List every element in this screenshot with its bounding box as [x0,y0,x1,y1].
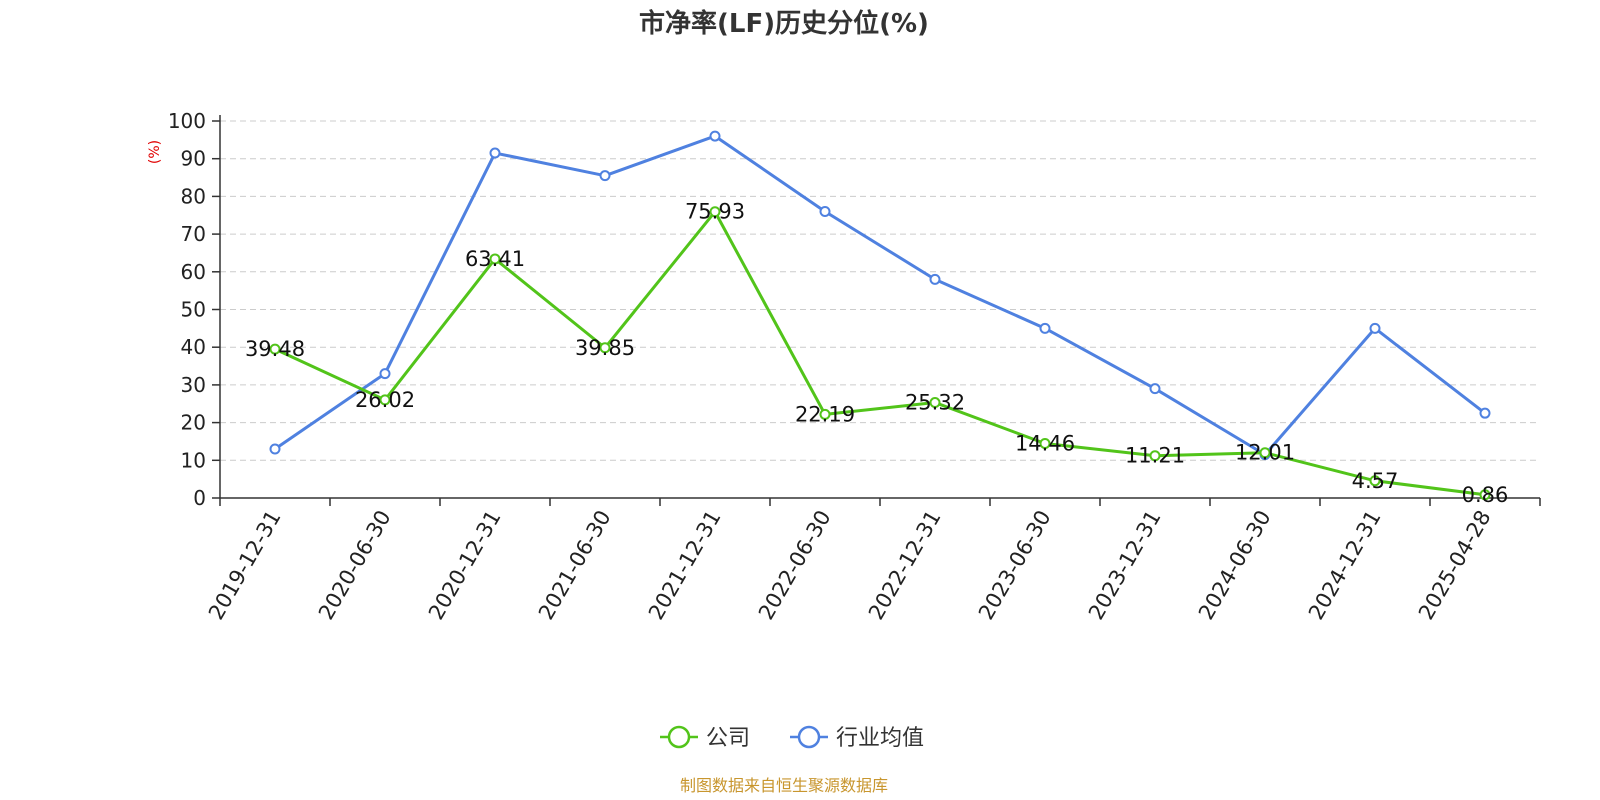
data-point [1149,450,1161,462]
data-point [1259,447,1271,459]
data-label: 75.93 [685,200,745,224]
y-axis-unit-label: (%) [147,140,163,164]
data-point [709,206,721,218]
y-tick-label: 50 [181,298,206,322]
x-tick-label: 2021-12-31 [644,506,726,624]
x-tick-label: 2019-12-31 [204,506,286,624]
data-point [819,408,831,420]
data-point [929,397,941,409]
y-tick-label: 30 [181,373,206,397]
series-lines [269,130,1491,501]
x-tick-label: 2023-12-31 [1084,506,1166,624]
x-tick-label: 2020-06-30 [314,506,396,624]
x-tick-label: 2024-06-30 [1194,506,1276,624]
data-point [269,443,281,455]
data-label: 25.32 [905,391,965,415]
y-tick-label: 100 [168,109,206,133]
legend-item[interactable]: 公司 [660,725,750,751]
data-point [1149,383,1161,395]
legend[interactable]: 公司 行业均值 [660,725,924,751]
y-tick-label: 40 [181,335,206,359]
data-label: 22.19 [795,402,855,426]
data-point [379,368,391,380]
data-label: 39.85 [575,336,635,360]
x-tick-label: 2021-06-30 [534,506,616,624]
data-point [269,343,281,355]
chart-title: 市净率(LF)历史分位(%) [639,8,929,39]
x-tick-label: 2025-04-28 [1414,506,1496,624]
legend-item[interactable]: 行业均值 [790,725,924,751]
data-point [1479,407,1491,419]
data-point [1039,322,1051,334]
x-tick-label: 2022-06-30 [754,506,836,624]
data-point [709,130,721,142]
data-label: 0.86 [1462,483,1509,507]
data-label: 11.21 [1125,444,1185,468]
series-line [274,210,1486,497]
legend-label: 行业均值 [836,726,924,751]
legend-marker-icon [797,725,821,749]
source-note: 制图数据来自恒生聚源数据库 [680,776,888,795]
y-tick-label: 80 [181,184,206,208]
data-point [599,170,611,182]
data-label: 12.01 [1235,441,1295,465]
data-labels: 39.48 26.02 63.41 39.85 75.93 22.19 25.32 14.46… [245,200,1508,507]
data-label: 14.46 [1015,431,1075,455]
y-tick-label: 60 [181,260,206,284]
data-point [379,394,391,406]
x-tick-label: 2023-06-30 [974,506,1056,624]
data-label: 39.48 [245,337,305,361]
x-tick-label: 2022-12-31 [864,506,946,624]
y-tick-label: 20 [181,411,206,435]
data-label: 63.41 [465,247,525,271]
y-tick-label: 0 [193,486,206,510]
x-tick-label: 2024-12-31 [1304,506,1386,624]
data-point [1479,489,1491,501]
data-point [489,147,501,159]
legend-marker-icon [667,725,691,749]
legend-label: 公司 [706,726,750,751]
data-point [1369,475,1381,487]
data-point [929,273,941,285]
data-point [819,205,831,217]
axes: 0 10 20 30 40 50 60 70 80 90 100 2019-12-31 2020-06-… [168,109,1541,624]
data-label: 26.02 [355,388,415,412]
data-point [599,342,611,354]
data-label: 4.57 [1352,469,1399,493]
y-tick-label: 90 [181,147,206,171]
data-point [489,253,501,265]
series-line [274,134,1486,457]
y-tick-label: 70 [181,222,206,246]
gridlines [220,120,1540,461]
y-tick-label: 10 [181,448,206,472]
data-point [1039,437,1051,449]
x-tick-label: 2020-12-31 [424,506,506,624]
data-point [1369,322,1381,334]
